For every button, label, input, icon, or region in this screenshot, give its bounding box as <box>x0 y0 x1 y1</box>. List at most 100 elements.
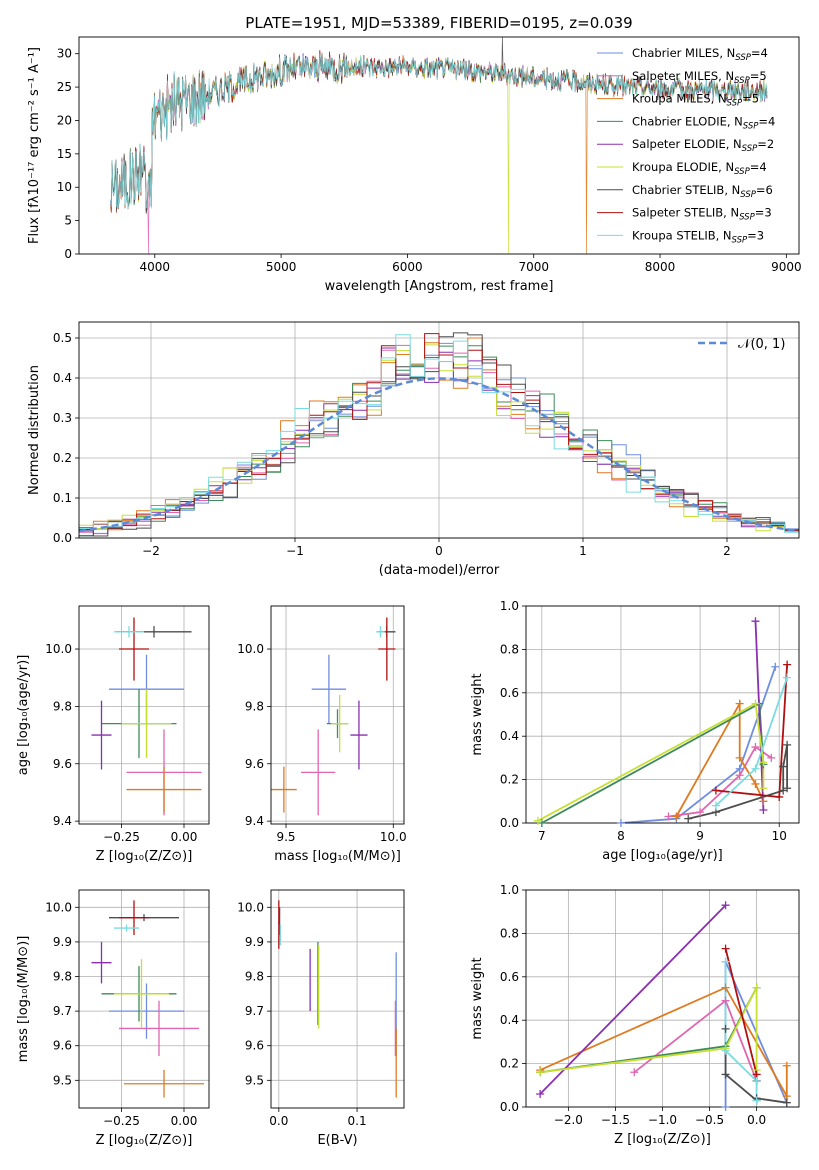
marker-plus <box>721 1024 730 1033</box>
series-line-salpeter-elodie <box>754 621 765 811</box>
y-tick-label: 9.6 <box>245 1039 264 1053</box>
legend-label: Chabrier STELIB, NSSP=6 <box>632 183 773 200</box>
x-tick-label: 0.0 <box>747 1113 766 1127</box>
legend-label-suffix: =4 <box>751 46 768 60</box>
x-axis-label: age [log₁₀(age/yr)] <box>602 848 723 863</box>
x-tick-label: 7 <box>538 829 546 843</box>
x-axis-label: Z [log₁₀(Z/Z⊙)] <box>96 1133 193 1148</box>
y-tick-label: 9.6 <box>53 1039 72 1053</box>
marker-plus <box>721 1103 730 1111</box>
y-tick-label: 9.7 <box>53 1004 72 1018</box>
legend-label-suffix: =5 <box>742 92 759 106</box>
legend-label: Kroupa STELIB, NSSP=3 <box>632 228 764 245</box>
y-tick-label: 0.2 <box>53 451 72 465</box>
y-tick-label: 30 <box>57 47 72 61</box>
errorbar-point <box>114 626 144 638</box>
x-axis-label: mass [log₁₀(M/M⊙)] <box>274 849 401 864</box>
x-tick-label: 0.00 <box>171 1114 198 1128</box>
errorbar-point <box>124 1069 204 1098</box>
legend-label-sub: SSP <box>732 235 748 245</box>
marker-plus <box>684 814 693 823</box>
legend-label-sub: SSP <box>743 121 759 131</box>
marker-plus <box>672 812 681 821</box>
legend-label-sub: SSP <box>727 99 743 109</box>
x-tick-label: −0.25 <box>103 830 140 844</box>
legend-label-suffix: =3 <box>755 206 772 220</box>
gaussian-curve <box>79 377 799 533</box>
axes-frame <box>270 889 405 1109</box>
y-axis-label: Flux [fλ10⁻¹⁷ erg cm⁻² s⁻¹ A⁻¹] <box>27 47 42 244</box>
gridlines <box>79 890 209 1108</box>
errorbar-point <box>91 700 112 770</box>
spectrum-line-kroupa-stelib <box>110 53 768 210</box>
marker-plus <box>533 816 542 825</box>
y-tick-label: 0.6 <box>500 686 519 700</box>
errorbar-point <box>114 924 139 932</box>
y-tick-label: 0 <box>64 247 72 261</box>
y-tick-label: 9.8 <box>53 970 72 984</box>
marker-plus <box>783 673 792 682</box>
x-tick-label: 9 <box>696 829 704 843</box>
chart-title: PLATE=1951, MJD=53389, FIBERID=0195, z=0… <box>245 14 632 32</box>
errorbar-point <box>119 1000 199 1057</box>
x-axis-label: E(B-V) <box>317 1133 357 1148</box>
legend-label-suffix: =6 <box>756 183 773 197</box>
y-tick-label: 0.1 <box>53 491 72 505</box>
errorbar-point <box>114 959 169 1029</box>
plot-area <box>91 617 202 816</box>
marker-plus <box>759 784 768 793</box>
x-axis-label: (data-model)/error <box>379 563 500 578</box>
y-tick-label: 0.2 <box>500 1057 519 1071</box>
legend-label-suffix: =5 <box>750 69 767 83</box>
y-tick-label: 9.9 <box>53 935 72 949</box>
y-tick-label: 0.4 <box>500 1013 519 1027</box>
y-axis-label: mass [log₁₀(M/M⊙)] <box>16 936 31 1063</box>
plot-area <box>271 617 396 816</box>
plot-area <box>79 332 799 537</box>
errorbar-point <box>91 941 112 984</box>
legend-label-main: Kroupa MILES, N <box>632 92 727 106</box>
marker-plus <box>752 983 761 992</box>
axes-frame <box>78 605 210 825</box>
x-axis-label: Z [log₁₀(Z/Z⊙)] <box>96 849 193 864</box>
marker-plus <box>752 1096 761 1105</box>
histogram-kroupa-stelib <box>79 334 799 533</box>
series-line-kroupa-elodie <box>537 702 765 822</box>
legend-label-main: Salpeter STELIB, N <box>632 206 739 220</box>
marker-plus <box>616 819 625 827</box>
axes-frame <box>78 889 210 1109</box>
y-tick-label: 9.8 <box>53 699 72 713</box>
errorbar-point <box>350 700 368 770</box>
y-tick-label: 1.0 <box>500 883 519 897</box>
marker-plus <box>721 983 730 992</box>
marker-plus <box>759 797 768 806</box>
legend-label-sub: SSP <box>740 190 756 200</box>
marker-plus <box>759 758 768 767</box>
series-line-chabrier-stelib <box>687 744 788 820</box>
legend-label-suffix: =2 <box>757 137 774 151</box>
axes-frame <box>78 321 800 539</box>
histogram-salpeter-stelib <box>79 333 799 531</box>
legend-label: Kroupa ELODIE, NSSP=4 <box>632 160 767 177</box>
legend: 𝒩(0, 1) <box>698 337 785 352</box>
y-tick-label: 20 <box>57 113 72 127</box>
marker-plus <box>782 1061 791 1070</box>
panel-z-mass: −0.25 0.00 9.5 9.6 9.7 9.8 9.9 10.0 Z [log₁₀(Z/Z… <box>16 889 210 1148</box>
marker-plus <box>783 740 792 749</box>
y-tick-label: 0.2 <box>500 773 519 787</box>
marker-plus <box>759 805 768 814</box>
marker-plus <box>751 617 760 626</box>
marker-plus <box>783 660 792 669</box>
y-tick-label: 0.6 <box>500 970 519 984</box>
axes-frame <box>270 605 405 825</box>
series-line-salpeter-elodie <box>539 904 727 1095</box>
errorbar-point <box>331 694 349 753</box>
x-tick-label: 10.0 <box>380 830 407 844</box>
x-tick-label: −1.0 <box>648 1113 677 1127</box>
y-tick-label: 0.0 <box>500 1100 519 1114</box>
y-tick-label: 9.4 <box>53 814 72 828</box>
x-tick-label: 9.5 <box>276 830 295 844</box>
legend-label: Salpeter STELIB, NSSP=3 <box>632 206 772 223</box>
errorbar-point <box>271 766 297 813</box>
